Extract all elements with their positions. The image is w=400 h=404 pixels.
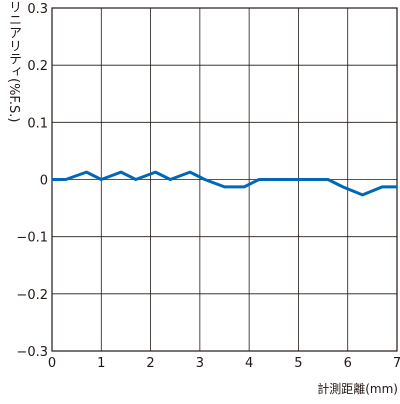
series-line xyxy=(52,170,397,197)
x-tick-label: 5 xyxy=(294,356,302,371)
y-tick-label: −0.1 xyxy=(16,231,48,246)
y-tick-label: 0 xyxy=(40,174,48,189)
x-tick-label: 7 xyxy=(393,356,400,371)
x-tick-label: 4 xyxy=(245,356,253,371)
y-axis-label: リニアリティ(%F.S.) xyxy=(6,0,21,123)
y-tick-label: −0.3 xyxy=(16,345,48,360)
y-tick-label: 0.2 xyxy=(27,59,48,74)
y-tick-label: −0.2 xyxy=(16,288,48,303)
x-axis-label: 計測距離(mm) xyxy=(317,381,398,396)
x-tick-label: 2 xyxy=(146,356,154,371)
x-tick-label: 3 xyxy=(196,356,204,371)
y-tick-label: 0.3 xyxy=(27,2,48,17)
y-tick-label: 0.1 xyxy=(27,116,48,131)
x-tick-label: 6 xyxy=(344,356,352,371)
x-tick-label: 1 xyxy=(97,356,105,371)
x-tick-label: 0 xyxy=(48,356,56,371)
